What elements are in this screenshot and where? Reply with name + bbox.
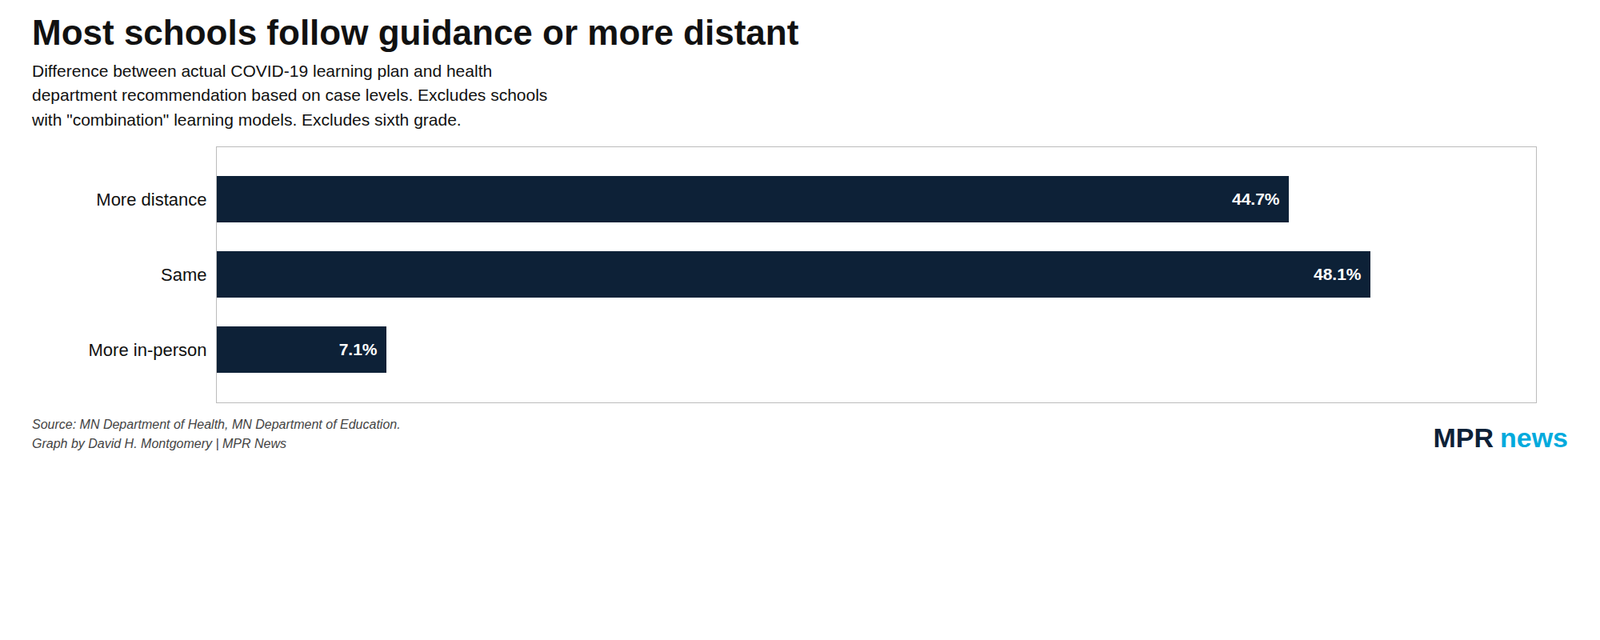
svg-text:More in-person: More in-person <box>88 340 208 360</box>
svg-text:48.1%: 48.1% <box>1313 265 1362 284</box>
svg-text:7.1%: 7.1% <box>339 340 378 360</box>
html-text:Source: MN Department of Healt: Source: MN Department of Health, MN Depa… <box>32 417 401 451</box>
svg-text:Same: Same <box>160 264 207 285</box>
svg-text:More distance: More distance <box>96 189 207 210</box>
html-text:Difference between actual COVI: Difference between actual COVID-19 learn… <box>32 61 548 129</box>
svg-text:44.7%: 44.7% <box>1232 190 1280 209</box>
html-text:Most schools follow guidance o: Most schools follow guidance or more dis… <box>32 12 799 52</box>
html-text:MPR news: MPR news <box>1433 422 1568 454</box>
